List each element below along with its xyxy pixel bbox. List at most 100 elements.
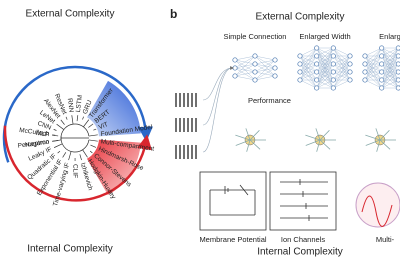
dendrite <box>249 139 261 150</box>
net-node <box>314 61 320 67</box>
net-node <box>314 85 320 91</box>
net-edge <box>254 59 276 73</box>
tree-arc <box>60 136 90 153</box>
tree-branch <box>82 116 84 120</box>
net-node <box>297 69 303 75</box>
column-title: Enlarg <box>379 32 400 41</box>
spike-trace <box>361 195 393 227</box>
net-node <box>252 77 258 83</box>
net-edge <box>381 71 399 89</box>
net-edge <box>364 63 382 81</box>
net-edge <box>333 55 351 81</box>
tree-branch <box>83 119 90 128</box>
net-node <box>347 77 353 83</box>
net-edge <box>316 47 334 65</box>
panel-a-top-title: External Complexity <box>26 9 115 20</box>
dendrite <box>235 134 251 141</box>
net-edge <box>333 47 351 57</box>
net-edge <box>316 47 334 57</box>
net-node <box>252 69 258 75</box>
net-node <box>330 45 336 51</box>
net-edge <box>364 71 382 81</box>
tree-branch <box>82 149 88 158</box>
input-link <box>202 66 234 101</box>
dendrite <box>379 130 390 141</box>
net-edge <box>381 47 399 89</box>
net-edge <box>364 47 382 81</box>
net-edge <box>316 71 334 89</box>
net-node <box>297 61 303 67</box>
tree-branch <box>71 115 74 125</box>
input-link <box>202 66 234 126</box>
net-edge <box>234 71 256 77</box>
external-wedge <box>87 80 141 137</box>
net-node <box>362 61 368 67</box>
internal-arc <box>3 125 152 202</box>
net-node <box>379 53 385 59</box>
net-node <box>362 69 368 75</box>
bottom-label: Ion Channels <box>281 235 325 244</box>
net-edge <box>381 47 399 73</box>
net-edge <box>333 63 351 89</box>
net-node <box>379 61 385 67</box>
panel-a: External Complexity Internal Complexity … <box>2 9 155 255</box>
dendrite <box>316 139 321 152</box>
dendrite <box>246 139 251 152</box>
tree-branch <box>56 123 65 130</box>
net-node <box>232 73 238 79</box>
net-edge <box>234 55 256 77</box>
column-title: Simple Connection <box>224 32 287 41</box>
tree-branch <box>65 116 68 120</box>
dendrite <box>305 134 321 141</box>
net-edge <box>381 55 399 89</box>
net-node <box>272 73 278 79</box>
panel-b: b External Complexity Internal Complexit… <box>170 7 400 258</box>
tree-branch <box>57 150 61 154</box>
net-edge <box>333 55 351 65</box>
model-label: ViT <box>98 121 110 131</box>
net-edge <box>364 47 382 65</box>
tree-arc <box>60 123 90 140</box>
dendrite <box>379 139 391 150</box>
panel-label: b <box>170 7 177 21</box>
net-edge <box>316 47 334 89</box>
tree-branch <box>93 128 97 131</box>
net-edge <box>254 67 276 81</box>
tree-branch <box>62 152 67 158</box>
bottom-label: Membrane Potential <box>199 235 266 244</box>
net-node <box>314 45 320 51</box>
tree-branch <box>88 139 98 142</box>
net-node <box>395 69 400 75</box>
model-label: McCulloch <box>19 127 50 138</box>
net-node <box>362 77 368 83</box>
net-node <box>232 57 238 63</box>
net-edge <box>364 47 382 73</box>
dendrite <box>365 134 381 141</box>
net-edge <box>333 71 351 89</box>
net-edge <box>333 55 351 89</box>
tree-branch <box>90 144 97 148</box>
net-node <box>297 53 303 59</box>
model-label: CLIF <box>71 164 78 178</box>
net-edge <box>299 71 317 81</box>
net-edge <box>299 79 317 89</box>
tree-branch <box>52 140 59 142</box>
net-edge <box>381 47 399 81</box>
input-link <box>202 66 234 153</box>
tree-branch <box>53 129 57 131</box>
panel-b-bottom-title: Internal Complexity <box>257 247 343 258</box>
net-node <box>252 61 258 67</box>
net-edge <box>299 47 317 81</box>
dendrite <box>376 139 381 152</box>
net-edge <box>254 59 276 81</box>
net-edge <box>254 55 276 61</box>
net-edge <box>299 47 317 65</box>
dendrite <box>305 139 321 146</box>
net-node <box>395 61 400 67</box>
model-label: MLP <box>35 130 49 139</box>
tree-branch <box>76 115 79 122</box>
dendrite <box>365 139 381 146</box>
tree-branch <box>53 143 63 148</box>
dendrite <box>319 130 330 141</box>
model-label: Nagumo <box>24 138 50 149</box>
